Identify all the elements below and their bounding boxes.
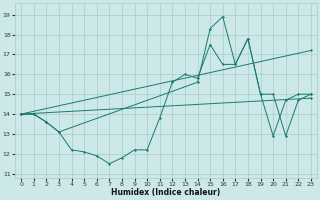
X-axis label: Humidex (Indice chaleur): Humidex (Indice chaleur) bbox=[111, 188, 221, 197]
